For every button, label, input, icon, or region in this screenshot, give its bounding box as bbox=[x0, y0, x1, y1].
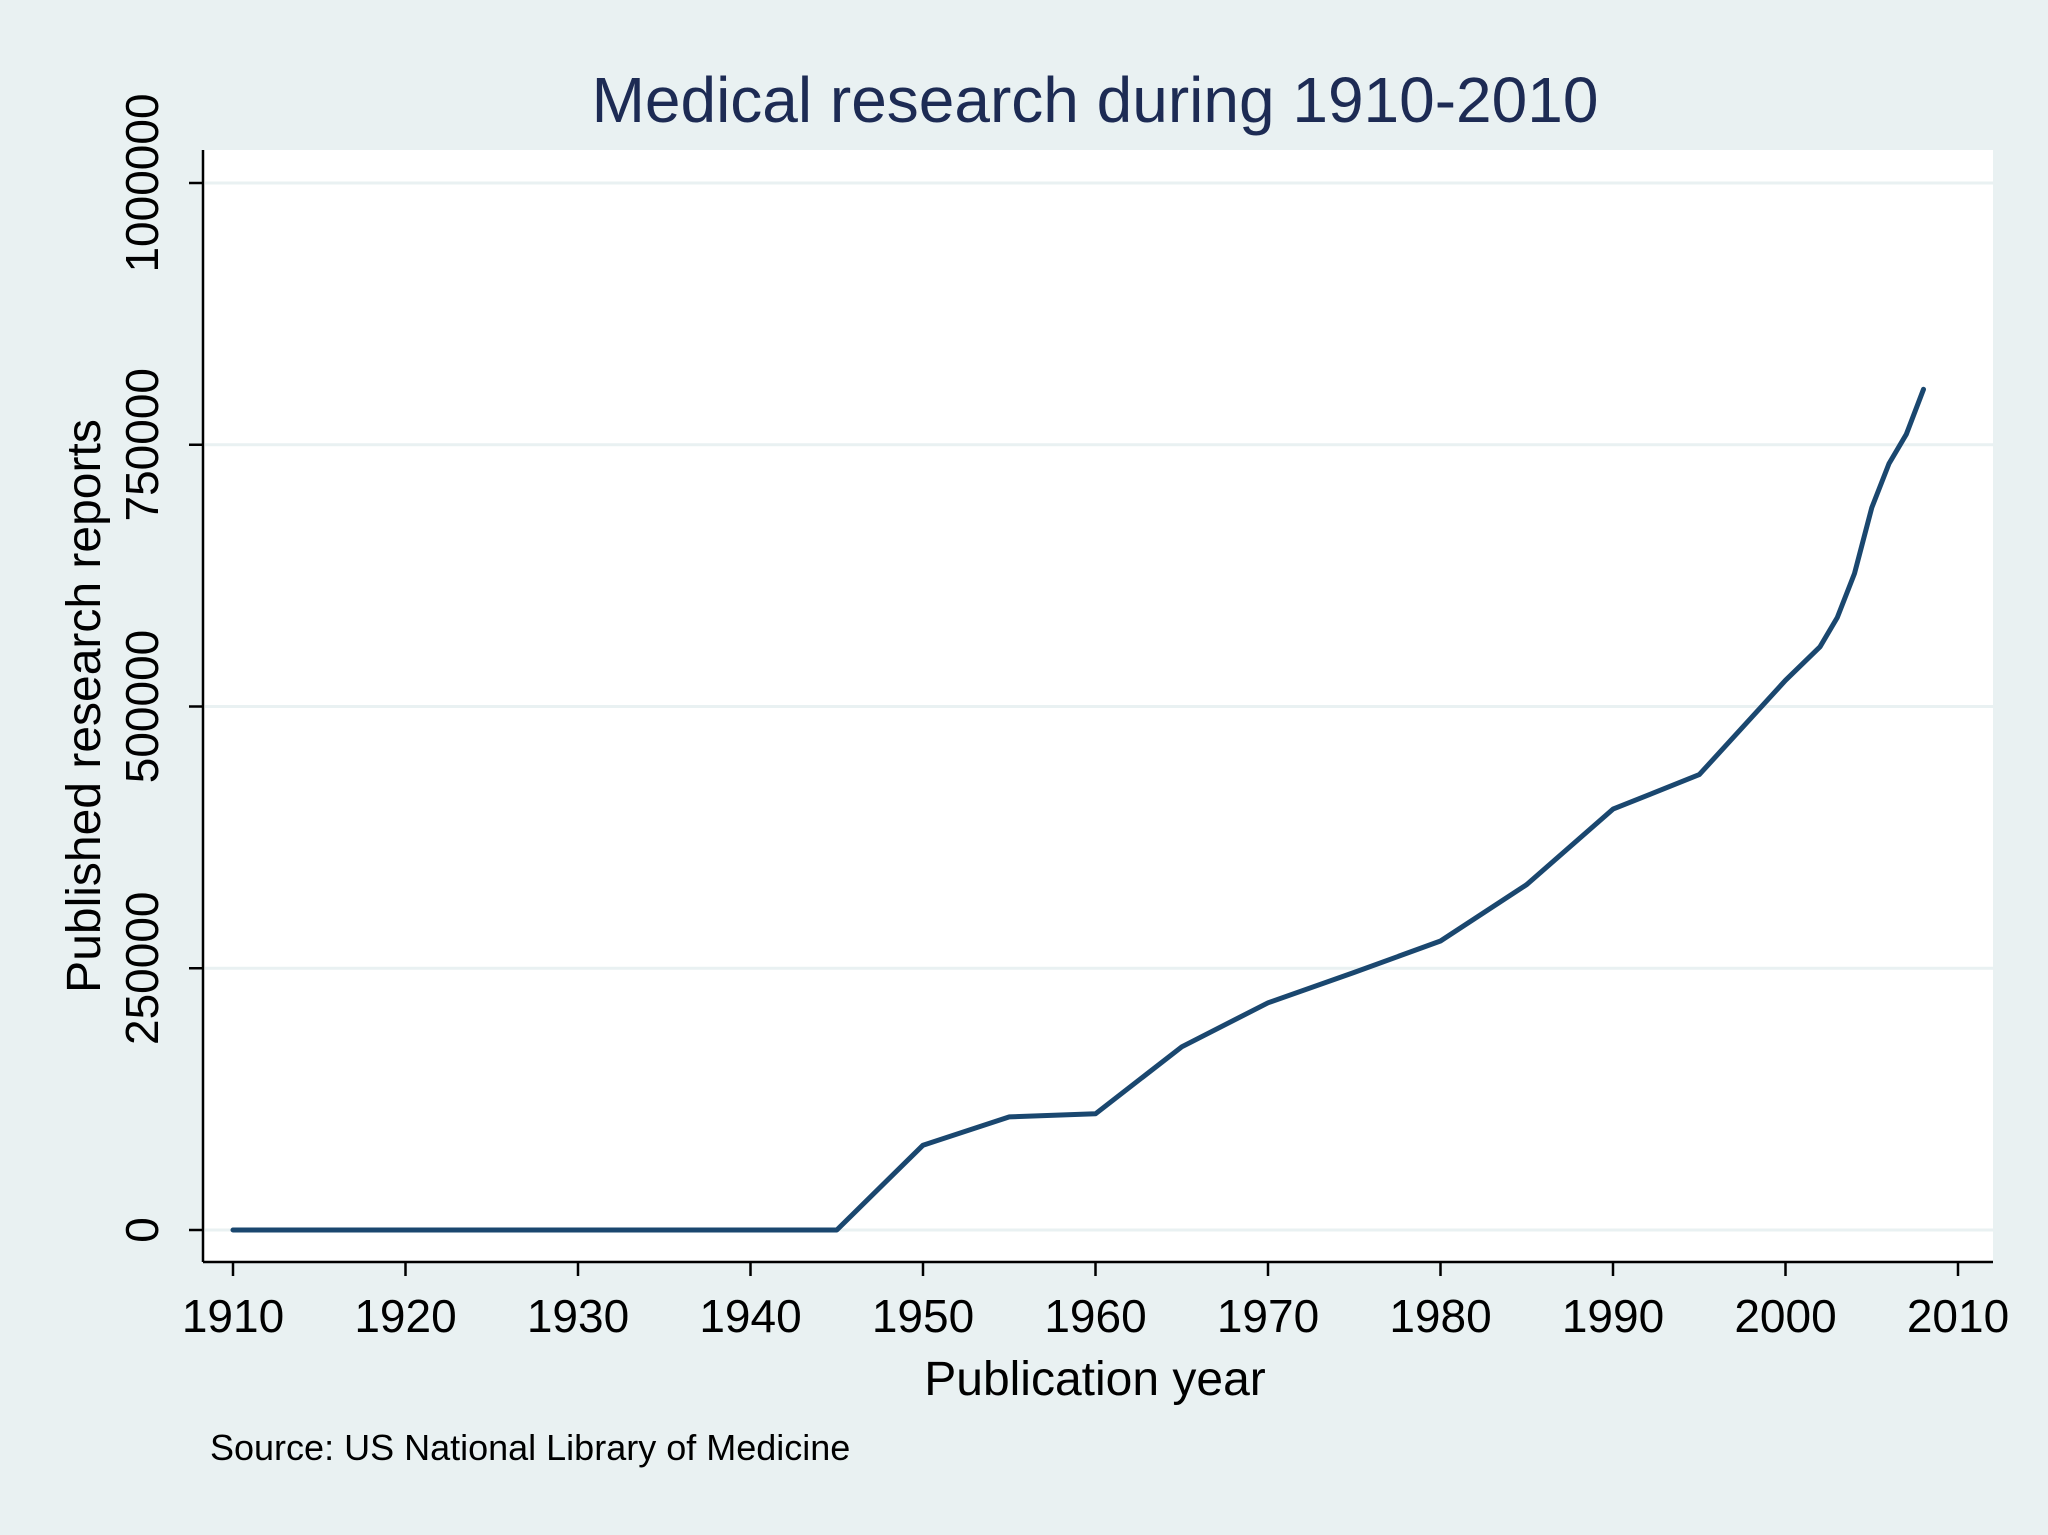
x-tick-label-5: 1960 bbox=[1044, 1290, 1146, 1342]
y-tick-label-3: 750000 bbox=[116, 368, 168, 522]
x-axis-title: Publication year bbox=[924, 1353, 1266, 1406]
source-note: Source: US National Library of Medicine bbox=[210, 1427, 850, 1468]
y-axis-title: Published research reports bbox=[58, 419, 111, 993]
y-tick-label-4: 1000000 bbox=[116, 93, 168, 272]
y-tick-label-2: 500000 bbox=[116, 630, 168, 784]
y-tick-label-0: 0 bbox=[116, 1217, 168, 1243]
x-tick-label-10: 2010 bbox=[1907, 1290, 2009, 1342]
y-tick-label-1: 250000 bbox=[116, 892, 168, 1046]
x-tick-label-6: 1970 bbox=[1217, 1290, 1319, 1342]
x-tick-label-3: 1940 bbox=[699, 1290, 801, 1342]
x-tick-label-2: 1930 bbox=[527, 1290, 629, 1342]
x-tick-label-7: 1980 bbox=[1389, 1290, 1491, 1342]
x-tick-label-4: 1950 bbox=[872, 1290, 974, 1342]
x-tick-label-8: 1990 bbox=[1562, 1290, 1664, 1342]
series bbox=[230, 386, 1926, 1233]
chart-title: Medical research during 1910-2010 bbox=[592, 64, 1599, 136]
series-line-0 bbox=[230, 386, 1926, 1233]
x-tick-label-9: 2000 bbox=[1734, 1290, 1836, 1342]
x-tick-label-0: 1910 bbox=[182, 1290, 284, 1342]
ticks: 0 250000 500000 750000 1000000 1910 1920 1930 19… bbox=[116, 93, 2009, 1342]
x-tick-label-1: 1920 bbox=[354, 1290, 456, 1342]
